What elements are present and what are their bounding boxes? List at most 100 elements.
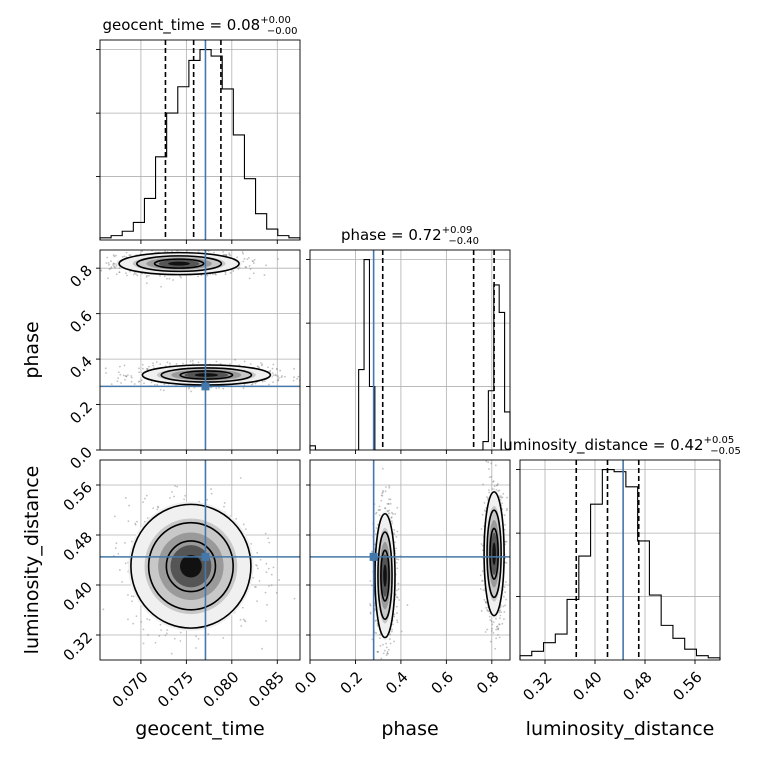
sample-point: [395, 558, 398, 560]
sample-point: [380, 657, 383, 660]
sample-point: [256, 600, 258, 603]
x-tick-label: 0.40: [569, 668, 605, 704]
sample-point: [116, 380, 119, 383]
sample-point: [497, 627, 500, 630]
sample-point: [271, 367, 274, 370]
sample-point: [372, 661, 374, 663]
sample-point: [206, 274, 209, 277]
x-axis-label: luminosity_distance: [526, 718, 715, 740]
sample-point: [500, 496, 503, 499]
sample-point: [384, 507, 387, 510]
sample-point: [374, 620, 377, 622]
sample-point: [112, 264, 115, 267]
y-tick-label: 0.40: [60, 578, 96, 614]
sample-point: [138, 367, 140, 370]
sample-point: [406, 604, 409, 606]
sample-point: [159, 623, 162, 626]
sample-point: [179, 275, 181, 278]
contour-line: [374, 512, 396, 639]
sample-point: [94, 382, 96, 384]
sample-point: [494, 662, 496, 664]
sample-point: [388, 498, 390, 501]
sample-point: [481, 579, 484, 582]
sample-point: [120, 382, 122, 384]
sample-point: [504, 591, 506, 594]
sample-point: [152, 362, 154, 365]
sample-point: [105, 372, 107, 374]
sample-point: [258, 580, 261, 582]
sample-point: [293, 597, 296, 600]
sample-point: [166, 361, 169, 364]
sample-point: [292, 379, 295, 382]
sample-point: [123, 255, 126, 258]
sample-point: [483, 598, 486, 601]
sample-point: [482, 589, 485, 591]
sample-point: [142, 642, 145, 645]
sample-point: [154, 641, 157, 644]
sample-point: [275, 367, 278, 370]
sample-point: [268, 383, 270, 386]
sample-point: [393, 541, 396, 544]
density-level: [180, 555, 202, 578]
sample-point: [385, 654, 388, 657]
sample-point: [377, 651, 379, 653]
sample-point: [112, 254, 115, 257]
sample-point: [112, 262, 115, 265]
contour-line: [165, 540, 217, 593]
sample-point: [498, 623, 501, 626]
sample-point: [215, 273, 217, 276]
sample-point: [137, 381, 140, 383]
sample-point: [384, 490, 387, 493]
sample-point: [505, 598, 507, 601]
sample-point: [387, 652, 389, 655]
sample-point: [133, 271, 136, 274]
sample-point: [118, 271, 121, 274]
panel-content: [98, 460, 300, 660]
sample-point: [210, 488, 212, 490]
sample-point: [224, 254, 227, 257]
sample-point: [113, 255, 116, 258]
sample-point: [395, 589, 398, 592]
sample-point: [502, 492, 505, 495]
sample-point: [129, 270, 131, 273]
sample-point: [242, 260, 245, 263]
sample-point: [127, 594, 129, 596]
sample-point: [130, 540, 133, 543]
sample-point: [242, 252, 245, 255]
sample-point: [98, 537, 100, 539]
sample-point: [486, 628, 489, 631]
sample-point: [122, 374, 125, 377]
sample-point: [483, 509, 486, 512]
sample-point: [265, 571, 268, 574]
sample-point: [395, 561, 398, 564]
x-tick-label: 0.4: [382, 668, 412, 698]
sample-point: [501, 502, 504, 505]
sample-point: [152, 507, 155, 510]
sample-point: [267, 537, 270, 540]
sample-point: [195, 635, 197, 638]
sample-point: [255, 563, 257, 566]
sample-point: [481, 544, 484, 547]
sample-point: [487, 497, 489, 500]
sample-point: [369, 611, 372, 614]
sample-point: [382, 665, 384, 667]
sample-point: [277, 375, 279, 378]
sample-point: [252, 260, 255, 263]
sample-point: [488, 489, 490, 492]
sample-point: [173, 637, 176, 640]
x-tick-label: 0.2: [337, 668, 367, 698]
sample-point: [374, 512, 377, 515]
sample-point: [125, 375, 128, 378]
sample-point: [130, 375, 133, 377]
sample-point: [281, 375, 284, 377]
sample-point: [370, 584, 373, 587]
axes-frame: [309, 249, 511, 451]
sample-point: [388, 512, 391, 515]
sample-point: [489, 619, 492, 621]
sample-point: [499, 609, 502, 612]
sample-point: [223, 254, 226, 256]
sample-point: [244, 528, 247, 531]
sample-point: [481, 570, 484, 572]
contour-line: [380, 549, 390, 602]
sample-point: [488, 491, 491, 494]
